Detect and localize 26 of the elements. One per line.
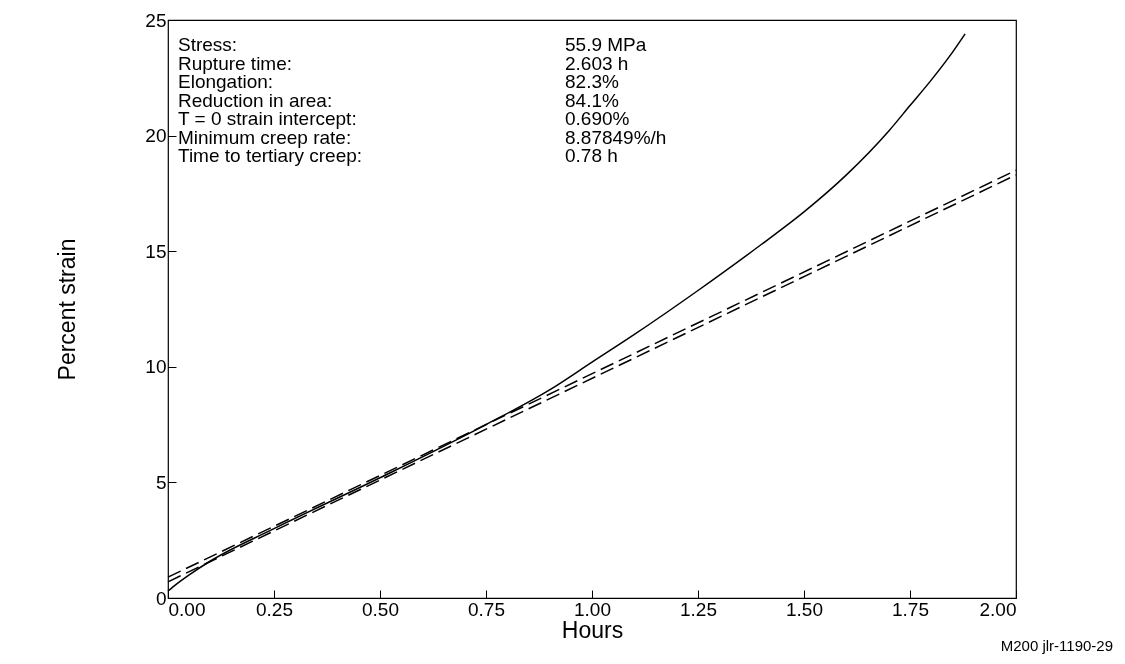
y-tick-label: 25: [145, 9, 167, 31]
x-tick-label: 0.25: [256, 598, 293, 620]
annotation: Stress:: [178, 34, 238, 55]
text: M200 jlr-1190-29: [1000, 637, 1113, 654]
annotation: 0.78 h: [565, 145, 618, 166]
annotation: 2.603 h: [565, 52, 629, 74]
annotation: 82.3%: [565, 71, 619, 92]
x-tick-label: 0.75: [468, 598, 505, 620]
y-tick-label: 15: [145, 240, 167, 262]
x-tick-label: 1.25: [680, 598, 717, 620]
annotation: 84.1%: [565, 89, 619, 111]
x-tick-label: 0.00: [168, 598, 206, 620]
y-axis-title: Percent strain: [54, 238, 81, 381]
annotation: 8.87849%/h: [565, 126, 667, 148]
x-tick-label: 2.00: [979, 598, 1017, 620]
annotation: 55.9 MPa: [565, 34, 647, 55]
y-tick-label: 0: [155, 587, 167, 609]
x-tick-label: 1.50: [786, 598, 823, 620]
annotation: Rupture time:: [178, 52, 293, 74]
annotation: 0.690%: [565, 108, 630, 129]
y-tick-label: 5: [155, 471, 167, 493]
y-tick-label: 10: [145, 356, 167, 378]
y-tick-label: 20: [145, 125, 167, 147]
annotation: T = 0 strain intercept:: [178, 108, 357, 129]
x-tick-label: 0.50: [362, 598, 399, 620]
x-tick-label: 1.75: [892, 598, 929, 620]
